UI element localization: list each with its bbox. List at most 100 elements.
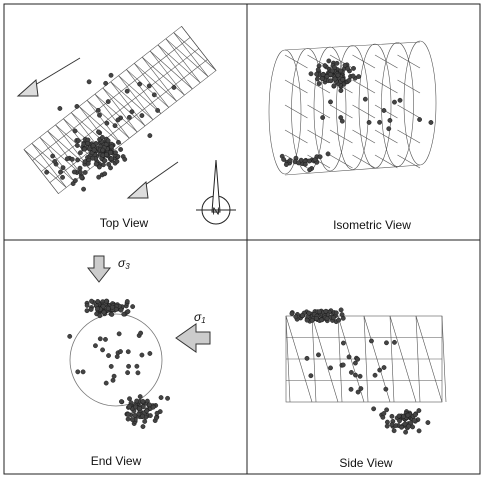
event-dot bbox=[109, 156, 113, 160]
event-dot bbox=[73, 129, 77, 133]
event-dot bbox=[340, 312, 344, 316]
event-dot bbox=[398, 98, 402, 102]
event-dot bbox=[384, 408, 388, 412]
event-dot bbox=[106, 353, 110, 357]
event-dot bbox=[358, 374, 362, 378]
event-dot bbox=[136, 371, 140, 375]
event-dot bbox=[95, 307, 99, 311]
event-dot bbox=[78, 170, 82, 174]
event-dot bbox=[103, 337, 107, 341]
event-dot bbox=[426, 420, 430, 424]
event-dot bbox=[110, 305, 114, 309]
event-dot bbox=[70, 157, 74, 161]
subscript: 3 bbox=[125, 262, 130, 271]
event-dot bbox=[315, 77, 319, 81]
event-dot bbox=[103, 158, 107, 162]
event-dot bbox=[126, 412, 130, 416]
event-dot bbox=[134, 399, 138, 403]
event-dot bbox=[58, 106, 62, 110]
event-dot bbox=[108, 150, 112, 154]
event-dot bbox=[382, 411, 386, 415]
event-dot bbox=[96, 175, 100, 179]
wire-line bbox=[308, 130, 331, 143]
event-dot bbox=[329, 79, 333, 83]
event-dots bbox=[44, 59, 433, 435]
event-dot bbox=[113, 150, 117, 154]
stress-arrow bbox=[88, 256, 110, 282]
event-dot bbox=[118, 147, 122, 151]
event-dot bbox=[384, 341, 388, 345]
event-dot bbox=[347, 355, 351, 359]
event-dot bbox=[339, 308, 343, 312]
wire-line bbox=[375, 130, 398, 143]
event-dot bbox=[371, 407, 375, 411]
event-dot bbox=[385, 420, 389, 424]
panel-label: Side View bbox=[339, 456, 392, 470]
event-dot bbox=[52, 159, 56, 163]
wire-line bbox=[353, 80, 376, 93]
event-dot bbox=[392, 340, 396, 344]
wire-line bbox=[442, 316, 446, 402]
event-dot bbox=[363, 97, 367, 101]
event-dot bbox=[109, 145, 113, 149]
event-dot bbox=[351, 66, 355, 70]
stress-label: σ1 bbox=[194, 310, 206, 325]
event-dot bbox=[103, 172, 107, 176]
event-dot bbox=[141, 399, 145, 403]
event-dot bbox=[394, 423, 398, 427]
event-dot bbox=[313, 157, 317, 161]
event-dot bbox=[147, 403, 151, 407]
event-dot bbox=[305, 356, 309, 360]
event-dot bbox=[98, 337, 102, 341]
event-dot bbox=[96, 130, 100, 134]
event-dot bbox=[307, 311, 311, 315]
event-dot bbox=[296, 161, 300, 165]
event-dot bbox=[104, 152, 108, 156]
event-dot bbox=[347, 78, 351, 82]
event-dot bbox=[399, 425, 403, 429]
event-dot bbox=[72, 170, 76, 174]
event-dot bbox=[130, 110, 134, 114]
event-dot bbox=[417, 117, 421, 121]
event-dot bbox=[133, 413, 137, 417]
event-dot bbox=[122, 312, 126, 316]
event-dot bbox=[378, 368, 382, 372]
event-dot bbox=[73, 178, 77, 182]
event-dot bbox=[317, 81, 321, 85]
event-dot bbox=[151, 405, 155, 409]
event-dot bbox=[397, 419, 401, 423]
event-dot bbox=[102, 310, 106, 314]
event-dot bbox=[369, 339, 373, 343]
event-dot bbox=[125, 299, 129, 303]
event-dot bbox=[100, 135, 104, 139]
event-dot bbox=[96, 108, 100, 112]
event-dot bbox=[316, 353, 320, 357]
cylinder-wireframe bbox=[269, 41, 436, 175]
event-dot bbox=[101, 148, 105, 152]
wire-line bbox=[375, 80, 398, 93]
event-dot bbox=[327, 59, 331, 63]
event-dot bbox=[93, 343, 97, 347]
stress-arrow bbox=[176, 324, 210, 352]
event-dot bbox=[341, 77, 345, 81]
tunnel-outline bbox=[70, 314, 162, 406]
event-dot bbox=[100, 348, 104, 352]
event-dot bbox=[328, 100, 332, 104]
event-dot bbox=[44, 170, 48, 174]
event-dot bbox=[410, 425, 414, 429]
event-dot bbox=[92, 148, 96, 152]
panel-label: Top View bbox=[100, 216, 149, 230]
event-dot bbox=[382, 365, 386, 369]
event-dot bbox=[115, 354, 119, 358]
event-dot bbox=[388, 118, 392, 122]
wire-line bbox=[353, 105, 376, 118]
event-dot bbox=[310, 318, 314, 322]
wire-line bbox=[375, 155, 398, 168]
event-dot bbox=[387, 127, 391, 131]
event-dot bbox=[417, 429, 421, 433]
event-dot bbox=[118, 349, 122, 353]
event-dot bbox=[307, 168, 311, 172]
event-dot bbox=[336, 73, 340, 77]
event-dot bbox=[80, 175, 84, 179]
event-dot bbox=[81, 187, 85, 191]
